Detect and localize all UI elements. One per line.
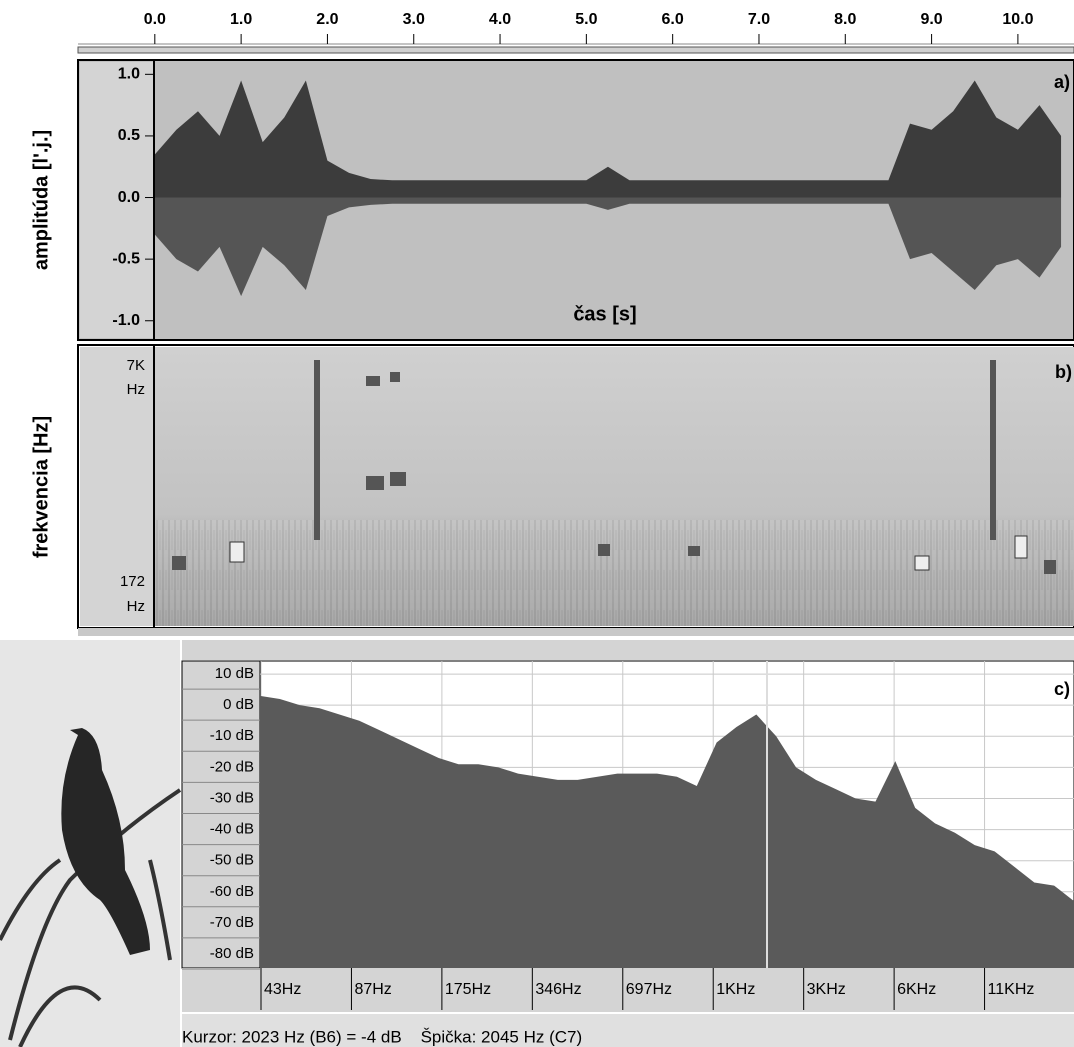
spectrogram-axis bbox=[80, 347, 153, 626]
x-tick-label: 11KHz bbox=[988, 981, 1035, 998]
y-tick-label: -20 dB bbox=[210, 758, 254, 775]
y-tick-label: Hz bbox=[127, 381, 145, 398]
y-tick-label: -70 dB bbox=[210, 914, 254, 931]
y-tick-label: 172 bbox=[120, 573, 145, 590]
ruler-label: 9.0 bbox=[920, 11, 942, 28]
waveform-lower bbox=[155, 197, 1062, 297]
ruler-label: 1.0 bbox=[230, 11, 252, 28]
y-tick-label: -80 dB bbox=[210, 945, 254, 962]
bird bbox=[61, 728, 151, 955]
ruler-label: 0.0 bbox=[144, 11, 166, 28]
y-tick-label: -1.0 bbox=[112, 312, 140, 329]
ruler-label: 5.0 bbox=[575, 11, 597, 28]
y-tick-label: -10 dB bbox=[210, 727, 254, 744]
ruler-label: 8.0 bbox=[834, 11, 856, 28]
y-tick-label: 0.5 bbox=[118, 127, 140, 144]
spectrum-area bbox=[260, 695, 1074, 968]
waveform-axis bbox=[80, 62, 153, 338]
ruler-bar bbox=[77, 46, 1074, 54]
x-tick-label: 43Hz bbox=[264, 981, 301, 998]
ruler-label: 6.0 bbox=[662, 11, 684, 28]
status-text: Kurzor: 2023 Hz (B6) = -4 dB Špička: 204… bbox=[182, 1027, 582, 1046]
y-tick-label: 0 dB bbox=[223, 696, 254, 713]
x-tick-label: 175Hz bbox=[445, 981, 491, 998]
y-tick-label: -40 dB bbox=[210, 821, 254, 838]
spectrum-y-axis bbox=[181, 660, 261, 969]
y-tick-label: Hz bbox=[127, 598, 145, 615]
spectrum-header bbox=[182, 640, 1074, 660]
y-tick-label: -0.5 bbox=[112, 250, 140, 267]
x-tick-label: 87Hz bbox=[354, 981, 391, 998]
y-axis-label: frekvencia [Hz] bbox=[30, 416, 52, 558]
panel-tag: b) bbox=[1055, 362, 1072, 382]
spectrum-x-axis bbox=[182, 968, 1074, 1012]
ruler-label: 10.0 bbox=[1002, 11, 1033, 28]
x-tick-label: 346Hz bbox=[535, 981, 581, 998]
x-tick-label: 1KHz bbox=[716, 981, 755, 998]
spectrogram-noise bbox=[155, 520, 1074, 626]
ruler-label: 3.0 bbox=[403, 11, 425, 28]
panel-tag: a) bbox=[1054, 72, 1070, 92]
status-bar bbox=[182, 1014, 1074, 1047]
y-tick-label: -60 dB bbox=[210, 883, 254, 900]
y-tick-label: -50 dB bbox=[210, 852, 254, 869]
waveform-upper bbox=[155, 80, 1062, 198]
ruler-label: 4.0 bbox=[489, 11, 511, 28]
panel-tag: c) bbox=[1054, 679, 1070, 699]
y-axis-label: amplitúda [l'.j.] bbox=[30, 130, 52, 270]
x-tick-label: 6KHz bbox=[897, 981, 936, 998]
x-tick-label: 697Hz bbox=[626, 981, 672, 998]
y-tick-label: 0.0 bbox=[118, 189, 140, 206]
ruler-label: 7.0 bbox=[748, 11, 770, 28]
ruler-label: 2.0 bbox=[316, 11, 338, 28]
spectrogram-blobs bbox=[172, 360, 1056, 574]
y-tick-label: 1.0 bbox=[118, 66, 140, 83]
branches bbox=[0, 788, 182, 1047]
x-tick-label: 3KHz bbox=[807, 981, 846, 998]
y-tick-label: -30 dB bbox=[210, 789, 254, 806]
separator bbox=[78, 628, 1074, 636]
y-tick-label: 10 dB bbox=[215, 665, 254, 682]
x-axis-label: čas [s] bbox=[573, 303, 636, 325]
y-tick-label: 7K bbox=[127, 357, 145, 374]
